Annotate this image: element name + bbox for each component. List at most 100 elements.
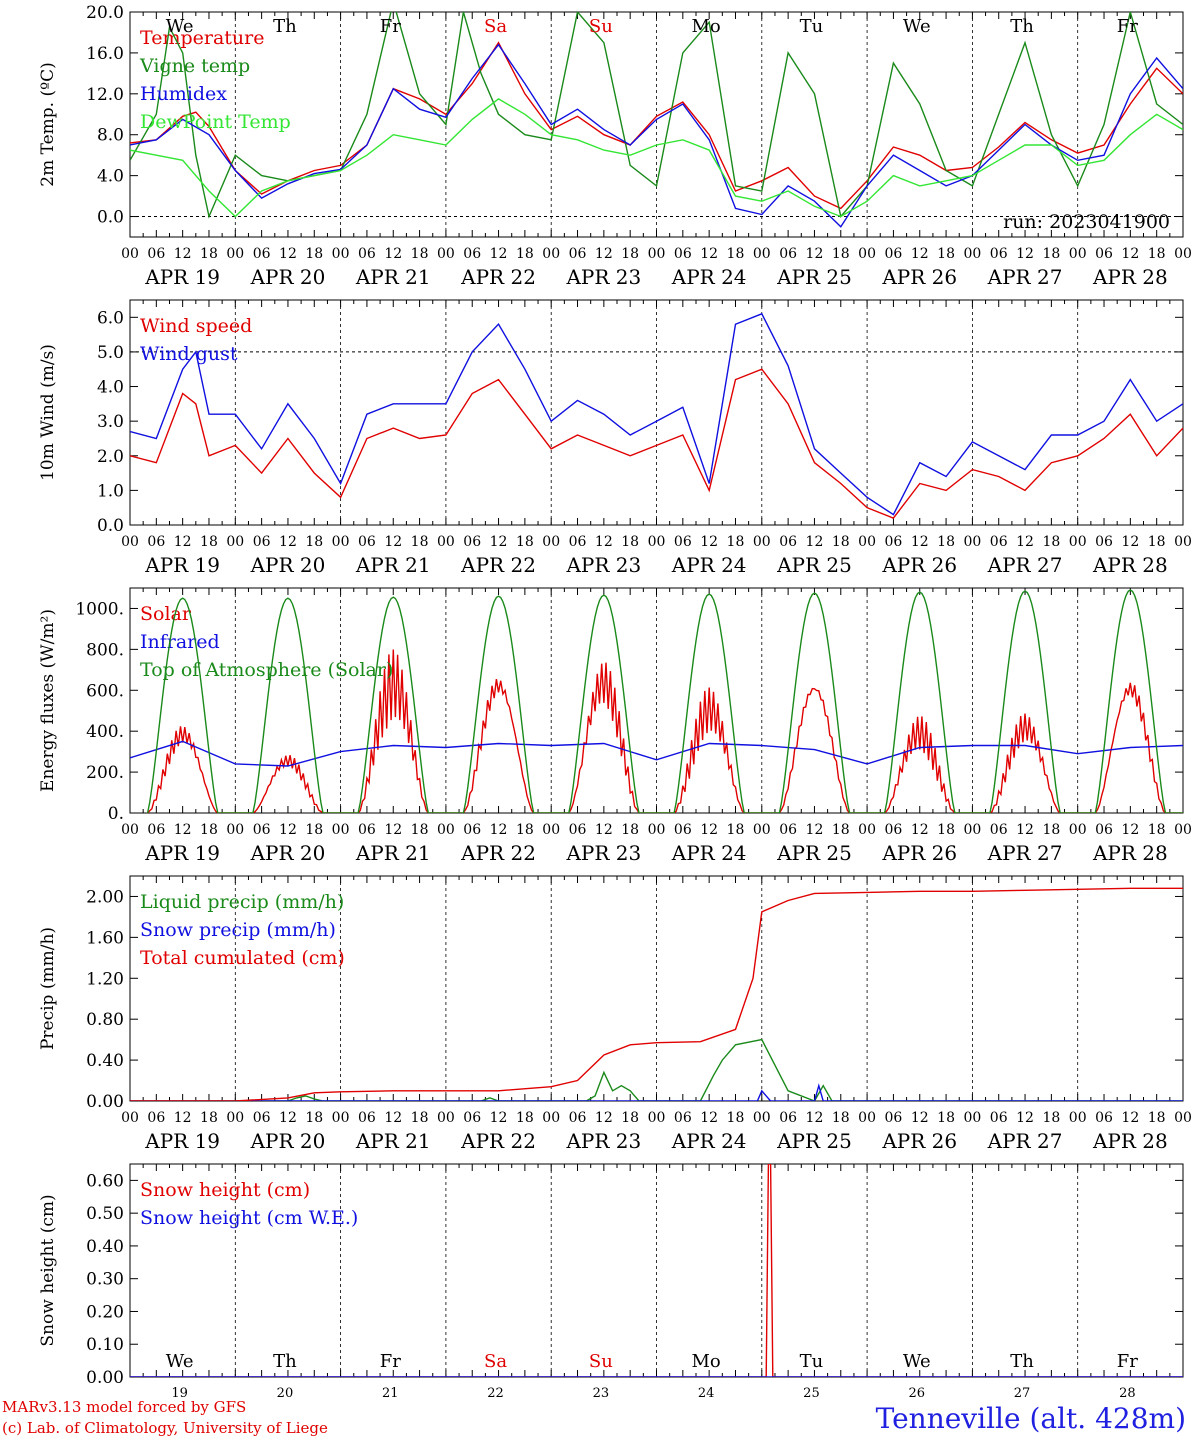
hour-tick-label: 12 [595,534,613,550]
series-line-infrared [130,740,1183,767]
hour-tick-label: 18 [727,822,745,838]
hour-tick-label: 06 [253,246,271,262]
hour-tick-label: 18 [1148,246,1166,262]
hour-tick-label: 06 [147,822,165,838]
hour-tick-label: 00 [121,822,139,838]
hour-tick-label: 00 [648,246,666,262]
date-label: APR 25 [776,553,852,577]
hour-tick-label: 12 [911,534,929,550]
hour-tick-label: 06 [885,534,903,550]
hour-tick-label: 18 [1148,534,1166,550]
legend-entry: Total cumulated (cm) [140,947,345,969]
hour-tick-label: 00 [542,534,560,550]
date-label: APR 28 [1092,841,1168,865]
hour-tick-label: 12 [806,1110,824,1126]
date-label: APR 23 [565,841,641,865]
date-label: APR 19 [144,1129,220,1153]
legend-entry: Wind speed [140,315,252,337]
series-line-solar [147,649,1183,813]
hour-tick-label: 18 [516,246,534,262]
legend-entry: Humidex [140,83,227,105]
hour-tick-label: 12 [490,246,508,262]
date-label: APR 21 [355,265,431,289]
date-label: APR 22 [460,1129,536,1153]
series-line-wind-speed [130,368,1183,519]
y-tick-label: 0.80 [86,1010,124,1030]
hour-tick-label: 06 [885,246,903,262]
hour-tick-label: 18 [200,822,218,838]
date-label: APR 20 [250,265,326,289]
hour-tick-label: 00 [858,822,876,838]
date-label: APR 24 [671,553,747,577]
y-axis-label: 10m Wind (m/s) [38,344,58,481]
hour-tick-label: 00 [963,822,981,838]
hour-tick-label: 12 [384,1110,402,1126]
hour-tick-label: 00 [121,1110,139,1126]
hour-tick-label: 18 [832,246,850,262]
date-label: APR 28 [1092,1129,1168,1153]
legend-entry: Snow height (cm) [140,1179,310,1201]
hour-tick-label: 12 [490,822,508,838]
weekday-label: Tu [800,1351,824,1372]
hour-tick-label: 06 [1095,246,1113,262]
hour-tick-label: 00 [332,822,350,838]
hour-tick-label: 12 [1016,822,1034,838]
hour-tick-label: 00 [437,246,455,262]
y-tick-label: 0.60 [86,1171,124,1191]
hour-tick-label: 00 [1174,534,1192,550]
hour-tick-label: 06 [990,246,1008,262]
weekday-label: Th [273,16,297,37]
hour-tick-label: 18 [937,822,955,838]
date-label: APR 24 [671,265,747,289]
panel-frame-2 [129,299,1184,526]
hour-tick-label: 06 [674,822,692,838]
day-number-label: 27 [1014,1386,1031,1400]
legend-entry: Solar [140,603,192,625]
hour-tick-label: 12 [806,534,824,550]
hour-tick-label: 18 [832,822,850,838]
y-tick-label: 1000. [75,599,124,619]
date-label: APR 28 [1092,265,1168,289]
y-tick-label: 0.50 [86,1204,124,1224]
legend-entry: Vigne temp [139,55,250,77]
hour-tick-label: 06 [1095,534,1113,550]
weekday-label: We [166,1351,194,1372]
hour-tick-label: 18 [516,822,534,838]
hour-tick-label: 00 [963,246,981,262]
hour-tick-label: 12 [1121,534,1139,550]
hour-tick-label: 06 [779,246,797,262]
date-label: APR 28 [1092,553,1168,577]
hour-tick-label: 12 [174,1110,192,1126]
model-credit: MARv3.13 model forced by GFS [2,1398,247,1416]
hour-tick-label: 06 [779,822,797,838]
hour-tick-label: 18 [937,246,955,262]
hour-tick-label: 00 [858,534,876,550]
hour-tick-label: 12 [595,246,613,262]
hour-tick-label: 00 [226,822,244,838]
date-label: APR 20 [250,841,326,865]
y-axis-label: Precip (mm/h) [38,927,58,1050]
hour-tick-label: 00 [1069,246,1087,262]
date-label: APR 21 [355,553,431,577]
y-tick-label: 2.00 [86,887,124,907]
date-label: APR 27 [987,553,1063,577]
hour-tick-label: 18 [305,1110,323,1126]
y-axis-label: 2m Temp. (ºC) [38,62,58,187]
weekday-label: Mo [692,16,721,37]
hour-tick-label: 12 [700,822,718,838]
hour-tick-label: 06 [253,534,271,550]
hour-tick-label: 12 [806,822,824,838]
y-tick-label: 12.0 [86,85,124,105]
y-tick-label: 0.0 [97,516,124,536]
y-tick-label: 1.20 [86,969,124,989]
legend-entry: Liquid precip (mm/h) [140,891,344,913]
weekday-label: Th [273,1351,297,1372]
hour-tick-label: 06 [779,534,797,550]
weekday-label: Fr [1117,1351,1138,1372]
hour-tick-label: 00 [542,246,560,262]
hour-tick-label: 18 [727,534,745,550]
hour-tick-label: 06 [147,1110,165,1126]
hour-tick-label: 00 [332,534,350,550]
hour-tick-label: 12 [174,534,192,550]
legend-entry: Temperature [140,27,264,49]
